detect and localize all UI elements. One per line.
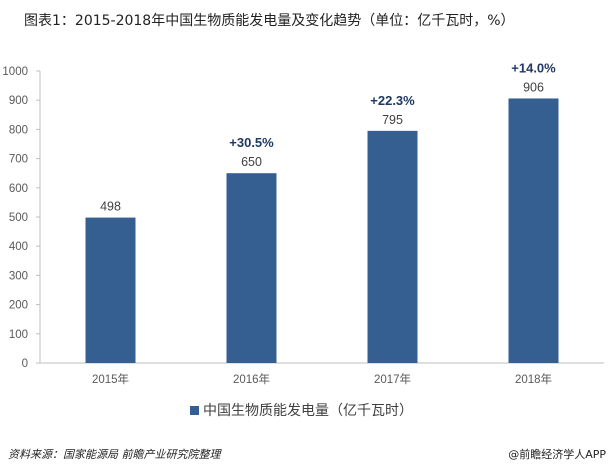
data-label: 498 [100,200,121,214]
legend-label: 中国生物质能发电量（亿千瓦时） [203,403,413,419]
bar-chart: 0 100 200 300 400 500 600 700 800 900 1000 498 2015年… [2,60,604,386]
y-tick-label: 0 [22,358,28,370]
bar [508,98,559,363]
bar [85,217,136,363]
data-label: 906 [523,80,544,94]
y-tick-label: 700 [9,154,28,166]
x-tick-label: 2018年 [515,372,552,386]
y-tick-label: 900 [9,95,28,107]
x-tick-label: 2016年 [233,372,270,386]
source-note: 资料来源：国家能源局 前瞻产业研究院整理 [8,448,221,461]
y-tick-label: 400 [9,241,28,253]
growth-label: +14.0% [511,60,556,75]
bar [367,130,418,363]
legend: 中国生物质能发电量（亿千瓦时） [190,400,413,420]
y-tick-label: 200 [9,300,28,312]
data-label: 795 [382,113,403,127]
x-tick-label: 2015年 [92,372,129,386]
y-tick-label: 600 [9,183,28,195]
x-tick-label: 2017年 [374,372,411,386]
growth-label: +30.5% [229,135,274,150]
chart-title: 图表1：2015-2018年中国生物质能发电量及变化趋势（单位：亿千瓦时，%） [24,13,515,29]
y-tick-label: 300 [9,270,28,282]
bar [226,173,277,363]
y-tick-label: 500 [9,212,28,224]
data-label: 650 [241,155,262,169]
y-tick-label: 800 [9,124,28,136]
y-tick-label: 1000 [2,66,28,78]
y-tick-label: 100 [9,329,28,341]
growth-label: +22.3% [370,93,415,108]
legend-swatch [190,405,199,415]
credit: @前瞻经济学人APP [508,448,606,461]
